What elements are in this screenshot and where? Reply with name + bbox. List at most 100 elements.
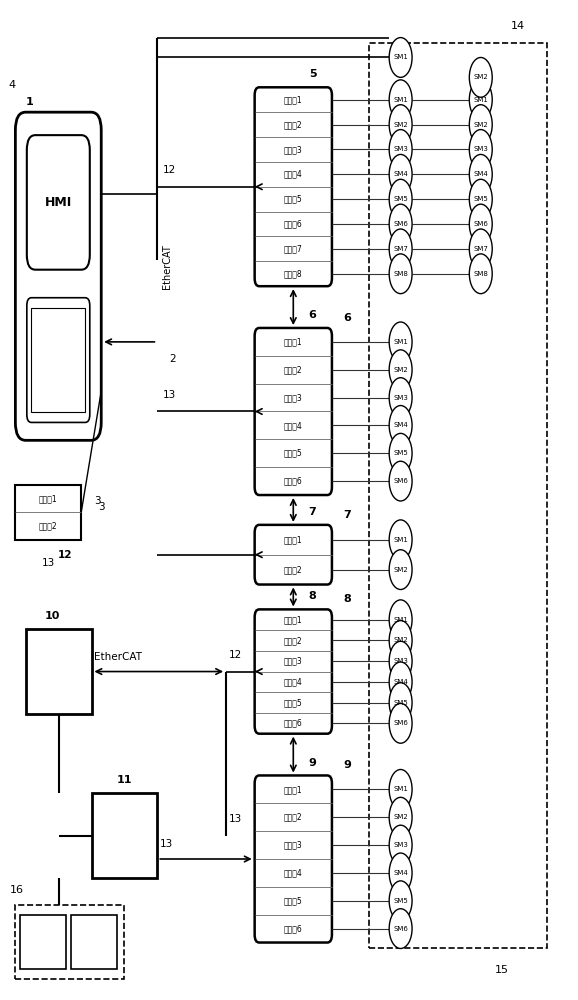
Text: 9: 9 [343, 760, 351, 770]
Text: SM6: SM6 [393, 926, 408, 932]
Circle shape [469, 105, 492, 144]
Text: SM2: SM2 [393, 367, 408, 373]
Text: 驱动器4: 驱动器4 [284, 421, 303, 430]
Text: SM1: SM1 [393, 54, 408, 60]
Text: 12: 12 [57, 550, 72, 560]
FancyBboxPatch shape [255, 775, 332, 943]
Text: SM1: SM1 [393, 97, 408, 103]
Text: SM3: SM3 [473, 146, 488, 152]
Circle shape [389, 204, 412, 244]
Text: 驱动器3: 驱动器3 [284, 841, 303, 850]
Circle shape [469, 130, 492, 169]
Text: EtherCAT: EtherCAT [94, 652, 142, 662]
Text: SM4: SM4 [393, 422, 408, 428]
Text: 驱动器5: 驱动器5 [284, 896, 303, 905]
Bar [16, 905, 124, 979]
Circle shape [389, 550, 412, 589]
Text: SM3: SM3 [393, 395, 408, 401]
Text: 驱动器1: 驱动器1 [284, 95, 303, 104]
Circle shape [389, 600, 412, 640]
Text: EtherCAT: EtherCAT [162, 244, 172, 289]
Text: SM1: SM1 [473, 97, 488, 103]
Circle shape [469, 57, 492, 97]
Circle shape [389, 229, 412, 269]
Text: SM2: SM2 [393, 567, 408, 573]
Text: 6: 6 [343, 313, 351, 323]
Text: 4: 4 [9, 80, 16, 90]
Text: 7: 7 [343, 510, 351, 520]
Bar [31, 308, 85, 412]
Circle shape [469, 254, 492, 294]
Text: 驱动器6: 驱动器6 [284, 719, 303, 728]
Circle shape [389, 179, 412, 219]
Text: SM4: SM4 [473, 171, 488, 177]
Circle shape [469, 179, 492, 219]
Bar [72, 915, 117, 969]
FancyBboxPatch shape [255, 87, 332, 286]
Circle shape [389, 797, 412, 837]
Circle shape [389, 433, 412, 473]
FancyBboxPatch shape [27, 135, 90, 270]
Circle shape [389, 130, 412, 169]
Text: SM2: SM2 [393, 122, 408, 128]
Text: 11: 11 [117, 775, 132, 785]
Text: 驱动器5: 驱动器5 [284, 195, 303, 204]
Text: 13: 13 [163, 390, 176, 400]
Circle shape [469, 229, 492, 269]
Text: SM4: SM4 [393, 870, 408, 876]
Circle shape [469, 204, 492, 244]
Text: SM5: SM5 [393, 700, 408, 706]
Text: 6: 6 [309, 310, 317, 320]
Text: SM7: SM7 [393, 246, 408, 252]
Text: SM1: SM1 [393, 617, 408, 623]
Circle shape [389, 853, 412, 893]
Text: 驱动器1: 驱动器1 [284, 615, 303, 624]
Text: SM2: SM2 [473, 122, 488, 128]
Text: 驱动器1: 驱动器1 [284, 337, 303, 346]
Text: 2: 2 [169, 354, 175, 364]
Text: 13: 13 [160, 839, 173, 849]
Text: 3: 3 [94, 496, 101, 506]
Circle shape [389, 881, 412, 921]
Circle shape [389, 769, 412, 809]
Text: SM7: SM7 [473, 246, 488, 252]
Circle shape [389, 105, 412, 144]
Text: SM8: SM8 [473, 271, 488, 277]
Text: SM6: SM6 [393, 478, 408, 484]
Text: 驱动器4: 驱动器4 [284, 868, 303, 877]
Text: 16: 16 [10, 885, 24, 895]
Text: 驱动器1: 驱动器1 [284, 785, 303, 794]
FancyBboxPatch shape [255, 609, 332, 734]
Circle shape [389, 461, 412, 501]
Text: 驱动器6: 驱动器6 [284, 924, 303, 933]
Text: 驱动器3: 驱动器3 [284, 145, 303, 154]
Text: 13: 13 [42, 558, 55, 568]
Bar [25, 629, 91, 714]
Text: SM1: SM1 [393, 537, 408, 543]
Circle shape [389, 254, 412, 294]
Bar [16, 485, 81, 540]
Text: 驱动器2: 驱动器2 [284, 813, 303, 822]
Text: 驱动器6: 驱动器6 [284, 477, 303, 486]
Text: 9: 9 [309, 758, 317, 768]
Text: SM2: SM2 [393, 637, 408, 643]
Text: 7: 7 [309, 507, 317, 517]
Circle shape [469, 154, 492, 194]
Bar [20, 915, 66, 969]
Text: 驱动器3: 驱动器3 [284, 657, 303, 666]
Circle shape [389, 378, 412, 417]
Circle shape [389, 154, 412, 194]
Text: 驱动器2: 驱动器2 [284, 565, 303, 574]
Text: 驱动器8: 驱动器8 [284, 269, 303, 278]
Text: SM3: SM3 [393, 842, 408, 848]
Text: SM1: SM1 [393, 339, 408, 345]
Text: SM2: SM2 [393, 814, 408, 820]
Text: 驱动器2: 驱动器2 [284, 365, 303, 374]
Circle shape [389, 909, 412, 948]
Circle shape [389, 350, 412, 390]
Text: 5: 5 [309, 69, 316, 79]
Circle shape [389, 322, 412, 362]
Text: 14: 14 [511, 21, 525, 31]
Bar [369, 43, 547, 948]
Text: 3: 3 [98, 502, 105, 512]
